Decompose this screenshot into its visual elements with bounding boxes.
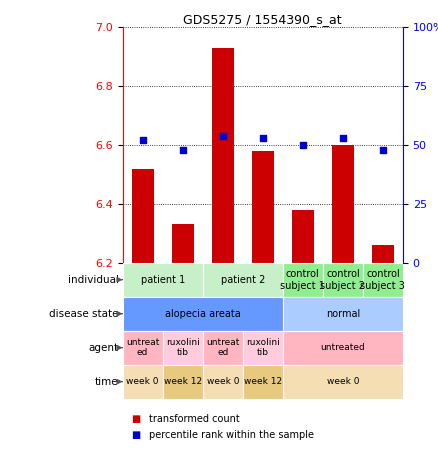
Text: ruxolini
tib: ruxolini tib	[246, 338, 280, 357]
Point	[259, 134, 266, 141]
Bar	[123, 365, 162, 399]
Point	[139, 137, 146, 144]
Bar	[132, 169, 154, 263]
Point	[299, 141, 306, 149]
Bar	[283, 297, 403, 331]
Text: ■: ■	[131, 414, 141, 424]
Bar	[123, 297, 283, 331]
Text: percentile rank within the sample: percentile rank within the sample	[149, 430, 314, 440]
Bar	[212, 48, 234, 263]
Text: individual: individual	[67, 275, 119, 285]
Text: control
subject 2: control subject 2	[320, 269, 365, 290]
Text: control
subject 3: control subject 3	[360, 269, 406, 290]
Bar	[252, 151, 274, 263]
Text: time: time	[95, 376, 119, 387]
Bar	[243, 365, 283, 399]
Text: control
subject 1: control subject 1	[280, 269, 325, 290]
Bar	[123, 331, 162, 365]
Text: transformed count: transformed count	[149, 414, 240, 424]
Text: patient 1: patient 1	[141, 275, 185, 285]
Text: normal: normal	[326, 308, 360, 319]
Text: alopecia areata: alopecia areata	[165, 308, 240, 319]
Point	[179, 146, 186, 153]
Bar	[162, 331, 203, 365]
Bar	[332, 145, 354, 263]
Bar	[283, 365, 403, 399]
Text: week 0: week 0	[127, 377, 159, 386]
Text: ■: ■	[131, 430, 141, 440]
Bar	[363, 263, 403, 297]
Bar	[283, 263, 323, 297]
Bar	[283, 331, 403, 365]
Bar	[162, 365, 203, 399]
Text: week 12: week 12	[244, 377, 282, 386]
Text: week 0: week 0	[206, 377, 239, 386]
Bar	[123, 263, 203, 297]
Bar	[172, 225, 194, 263]
Text: untreated: untreated	[321, 343, 365, 352]
Text: disease state: disease state	[49, 308, 119, 319]
Title: GDS5275 / 1554390_s_at: GDS5275 / 1554390_s_at	[184, 13, 342, 26]
Bar	[372, 245, 394, 263]
Text: ruxolini
tib: ruxolini tib	[166, 338, 200, 357]
Bar	[243, 331, 283, 365]
Text: untreat
ed: untreat ed	[206, 338, 240, 357]
Bar	[203, 365, 243, 399]
Bar	[203, 331, 243, 365]
Point	[339, 134, 346, 141]
Text: patient 2: patient 2	[221, 275, 265, 285]
Text: week 0: week 0	[327, 377, 359, 386]
Bar	[323, 263, 363, 297]
Text: untreat
ed: untreat ed	[126, 338, 159, 357]
Bar	[292, 210, 314, 263]
Point	[219, 132, 226, 139]
Bar	[203, 263, 283, 297]
Point	[379, 146, 386, 153]
Text: week 12: week 12	[164, 377, 202, 386]
Text: agent: agent	[88, 342, 119, 353]
